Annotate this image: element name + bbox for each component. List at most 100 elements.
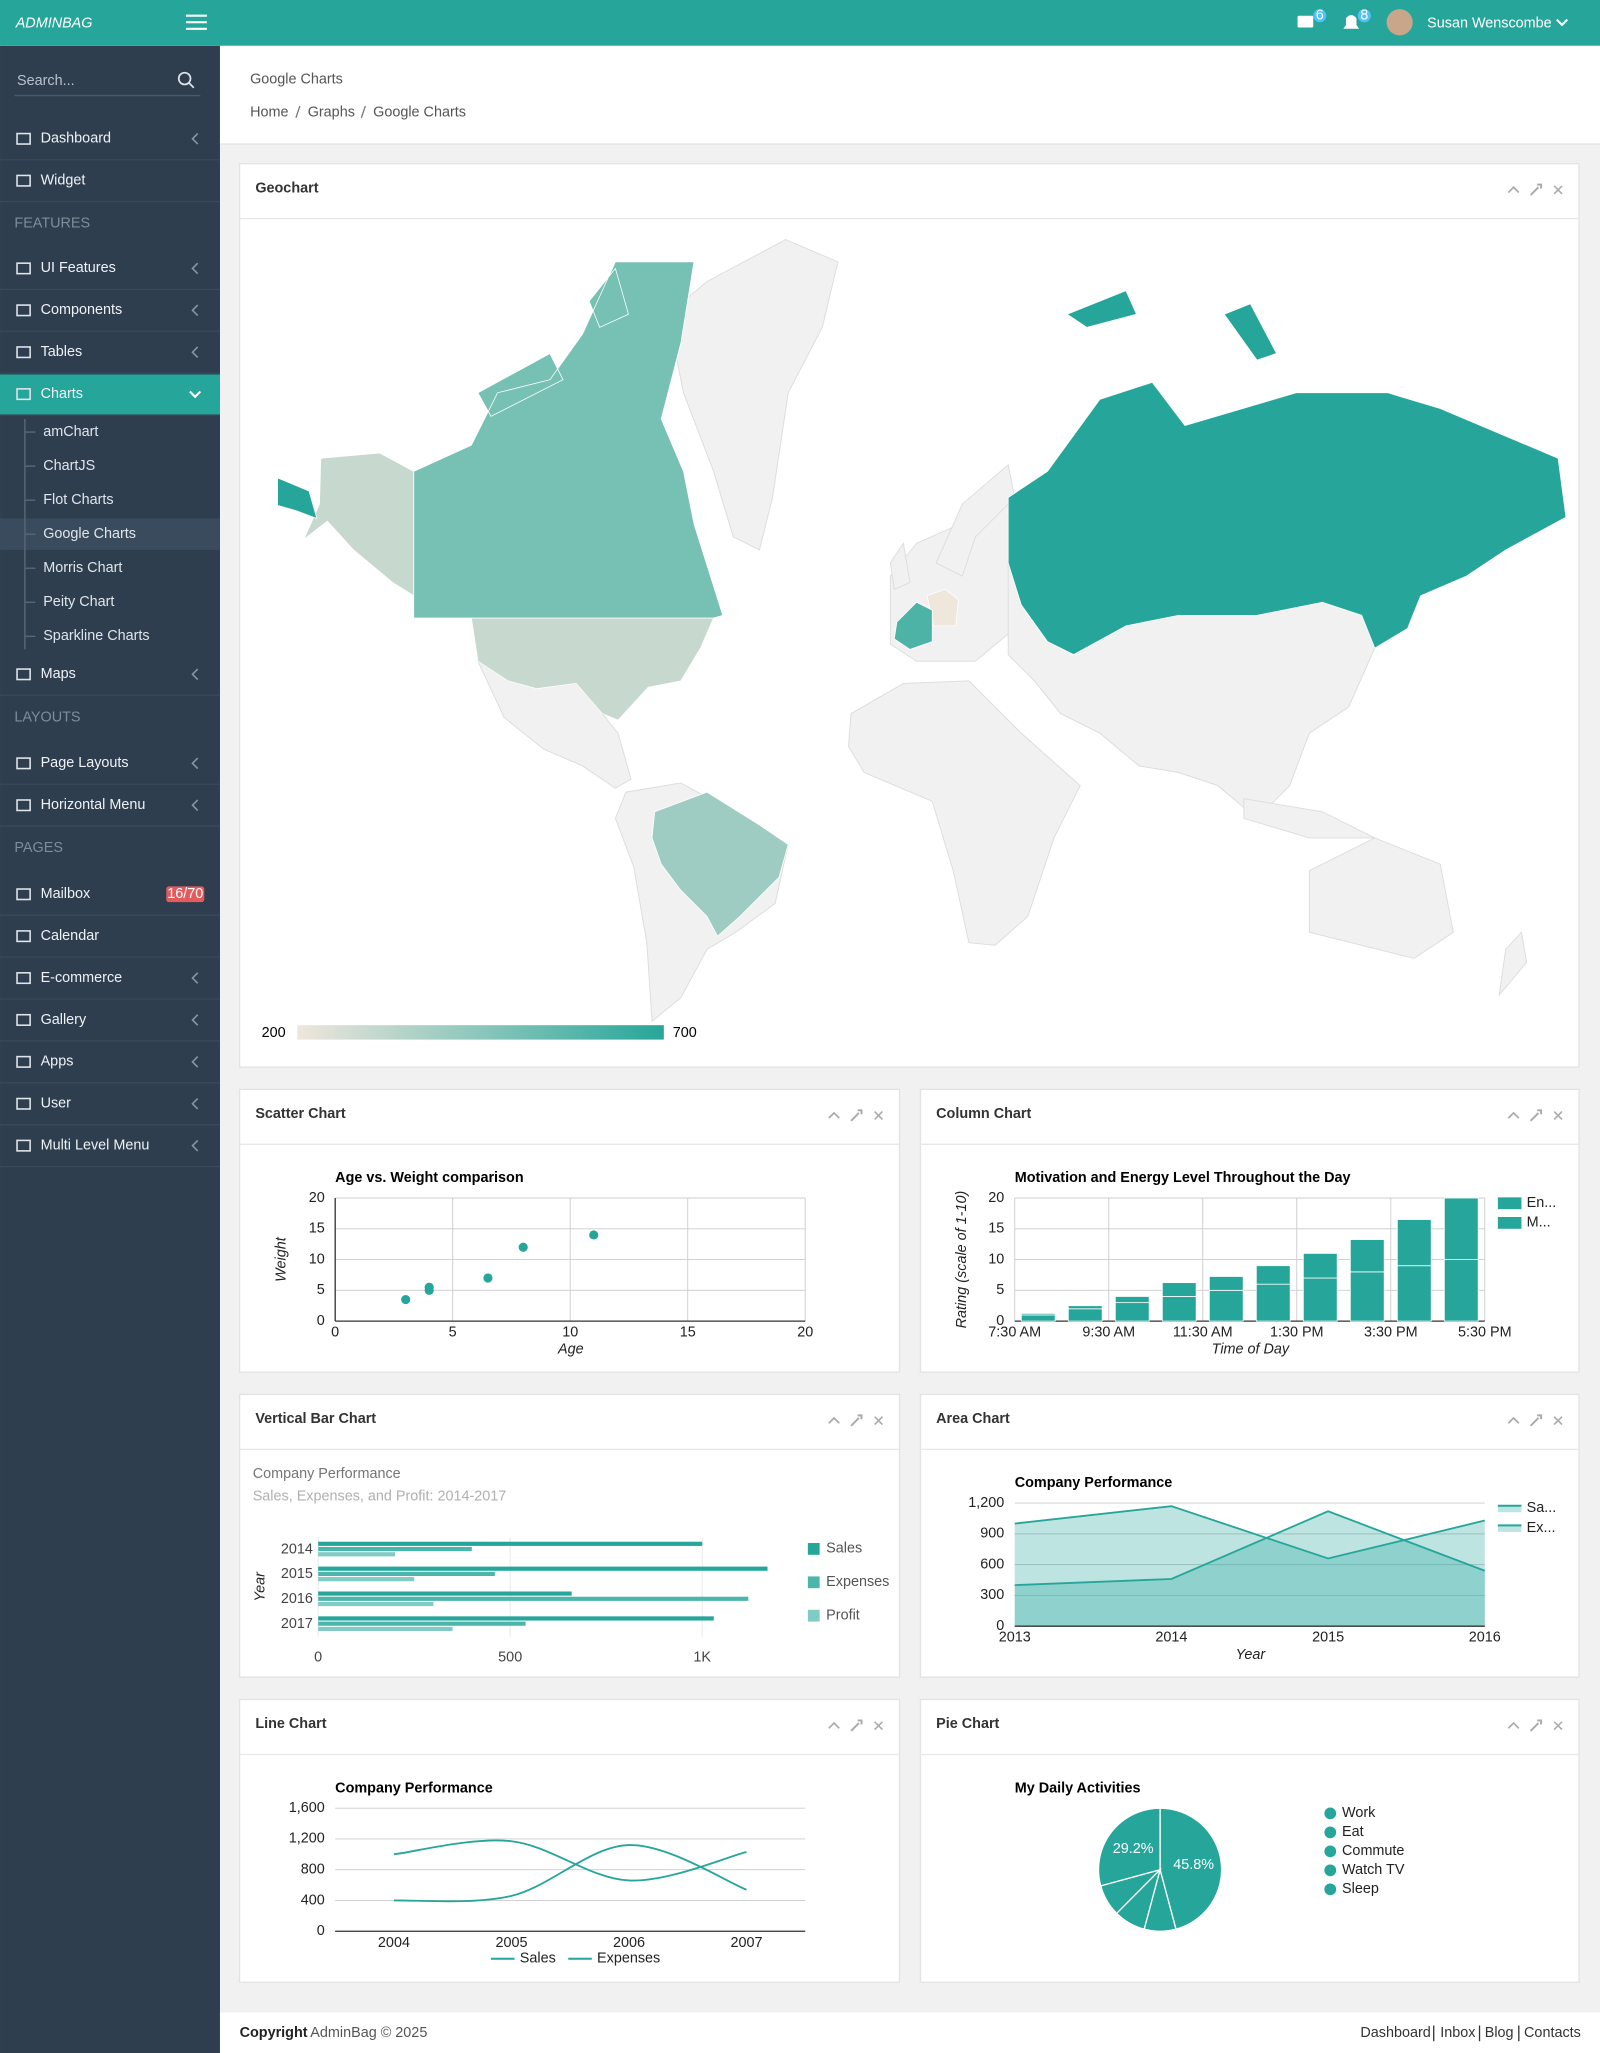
mail-count: 6 [1316, 8, 1324, 24]
panel-close[interactable] [1553, 1416, 1563, 1426]
menu-arrow [191, 132, 199, 145]
submenu-item[interactable]: Google Charts [43, 526, 136, 542]
menu-item[interactable]: Apps [41, 1054, 74, 1070]
menu-item[interactable]: Dashboard [41, 131, 111, 147]
bar [318, 1616, 714, 1621]
submenu-item[interactable]: Peity Chart [43, 594, 114, 610]
panel-settings[interactable] [850, 1719, 863, 1732]
menu-icon [16, 346, 31, 359]
panel-close[interactable] [1553, 1721, 1563, 1731]
panel-settings[interactable] [1529, 1719, 1543, 1732]
user-caret[interactable] [1556, 18, 1568, 27]
submenu-item[interactable]: Flot Charts [43, 492, 113, 508]
menu-item[interactable]: Tables [41, 344, 83, 360]
panel-collapse[interactable] [828, 1111, 840, 1119]
panel-close[interactable] [874, 1416, 884, 1426]
menu-icon [16, 1013, 31, 1026]
breadcrumb-link[interactable]: Home [250, 104, 288, 120]
bar [318, 1552, 395, 1557]
y-tick-label: 800 [301, 1861, 325, 1877]
menu-item[interactable]: Charts [41, 386, 83, 402]
footer-link[interactable]: Dashboard [1360, 2025, 1430, 2041]
panel-close[interactable] [1553, 1111, 1563, 1121]
menu-icon [16, 799, 31, 812]
menu-item[interactable]: Calendar [41, 928, 100, 944]
x-tick-label: 10 [562, 1325, 578, 1341]
menu-item[interactable]: Horizontal Menu [41, 797, 146, 813]
y-tick-label: 400 [301, 1892, 325, 1908]
footer-link[interactable]: Blog [1485, 2025, 1514, 2041]
panel-settings[interactable] [1529, 183, 1543, 196]
menu-item[interactable]: Multi Level Menu [41, 1137, 150, 1153]
area-fill [1014, 1511, 1485, 1627]
panel [238, 1698, 901, 1983]
menu-item[interactable]: UI Features [41, 260, 116, 276]
country [413, 261, 724, 619]
x-tick-label: 2015 [1312, 1630, 1344, 1646]
panel-settings[interactable] [850, 1109, 863, 1122]
avatar[interactable] [1386, 9, 1413, 36]
submenu-active-bg [0, 518, 220, 550]
y-tick-label: 600 [980, 1556, 1004, 1572]
submenu-item[interactable]: Morris Chart [43, 560, 122, 576]
y-tick-label: 5 [996, 1282, 1004, 1298]
panel-collapse[interactable] [828, 1721, 840, 1729]
x-tick-label: 0 [314, 1649, 322, 1665]
slice-label: 29.2% [1113, 1841, 1154, 1857]
breadcrumb-link[interactable]: Graphs [308, 104, 355, 120]
menu-item[interactable]: Page Layouts [41, 755, 129, 771]
x-tick-label: 500 [498, 1649, 522, 1665]
bar [318, 1591, 572, 1596]
panel-collapse[interactable] [1507, 1721, 1520, 1729]
panel-settings[interactable] [1529, 1109, 1543, 1122]
mail-icon[interactable] [1297, 15, 1314, 28]
submenu-item[interactable]: Sparkline Charts [43, 628, 149, 644]
legend-label: Expenses [826, 1574, 889, 1590]
footer-link[interactable]: Inbox [1440, 2025, 1476, 2041]
footer-text: AdminBag © 2025 [310, 2025, 427, 2041]
panel-close[interactable] [874, 1721, 884, 1731]
panel-close[interactable] [874, 1111, 884, 1121]
panel-close[interactable] [1553, 185, 1563, 195]
bar [318, 1577, 415, 1582]
footer-link[interactable]: Contacts [1524, 2025, 1581, 2041]
search-icon[interactable] [177, 71, 195, 89]
y-tick-label: 2016 [281, 1591, 313, 1607]
menu-arrow [191, 1014, 199, 1026]
panel-collapse[interactable] [1507, 186, 1520, 194]
menu-arrow [191, 799, 199, 812]
menu-arrow [191, 346, 199, 358]
menu-item[interactable]: Components [41, 302, 123, 318]
chart-title: Company Performance [335, 1780, 493, 1796]
panel-collapse[interactable] [1507, 1416, 1520, 1424]
menu-item[interactable]: Mailbox [41, 886, 91, 902]
panel-collapse[interactable] [828, 1416, 840, 1424]
panel-settings[interactable] [850, 1414, 863, 1427]
menu-arrow [191, 1056, 199, 1068]
legend-swatch [1324, 1807, 1337, 1820]
x-tick-label: 2016 [1469, 1630, 1501, 1646]
user-name[interactable]: Susan Wenscombe [1427, 15, 1552, 31]
panel-title: Pie Chart [936, 1716, 999, 1732]
legend-label: Profit [826, 1607, 860, 1623]
panel-settings[interactable] [1529, 1414, 1543, 1427]
x-axis-label: Time of Day [1212, 1342, 1290, 1358]
bell-icon[interactable] [1343, 15, 1360, 29]
search-input[interactable]: Search... [17, 73, 75, 89]
panel-collapse[interactable] [1507, 1111, 1520, 1119]
point [589, 1230, 599, 1240]
menu-item[interactable]: User [41, 1096, 72, 1112]
menu-item[interactable]: Widget [41, 172, 86, 188]
menu-item[interactable]: E-commerce [41, 970, 123, 986]
submenu-item[interactable]: ChartJS [43, 458, 95, 474]
point [401, 1294, 411, 1305]
x-tick-label: 15 [680, 1325, 696, 1341]
footer-copyright: Copyright [240, 2025, 308, 2041]
menu-toggle[interactable] [185, 14, 207, 30]
menu-item[interactable]: Maps [41, 666, 76, 682]
menu-item[interactable]: Gallery [41, 1012, 87, 1028]
brand[interactable]: ADMINBAG [15, 15, 93, 31]
panel-title: Scatter Chart [255, 1106, 346, 1122]
submenu-item[interactable]: amChart [43, 424, 98, 440]
y-tick-label: 900 [980, 1526, 1004, 1542]
